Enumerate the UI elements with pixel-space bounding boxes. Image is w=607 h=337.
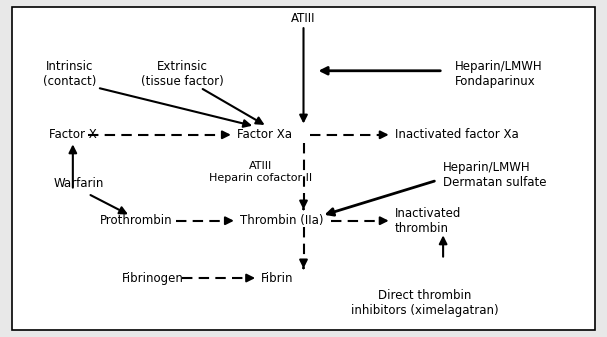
Text: Inactivated
thrombin: Inactivated thrombin	[395, 207, 461, 235]
Text: Heparin/LMWH
Fondaparinux: Heparin/LMWH Fondaparinux	[455, 60, 543, 88]
Text: ATIII: ATIII	[291, 12, 316, 25]
Text: Warfarin: Warfarin	[53, 177, 104, 190]
Text: Prothrombin: Prothrombin	[100, 214, 173, 227]
Text: ATIII
Heparin cofactor II: ATIII Heparin cofactor II	[209, 161, 313, 183]
Text: Intrinsic
(contact): Intrinsic (contact)	[43, 60, 97, 88]
Text: Fibrin: Fibrin	[261, 272, 294, 284]
Text: Fibrinogen: Fibrinogen	[121, 272, 183, 284]
Text: Factor X: Factor X	[49, 128, 97, 141]
Text: Heparin/LMWH
Dermatan sulfate: Heparin/LMWH Dermatan sulfate	[443, 161, 547, 189]
Text: Direct thrombin
inhibitors (ximelagatran): Direct thrombin inhibitors (ximelagatran…	[351, 289, 499, 317]
Text: Inactivated factor Xa: Inactivated factor Xa	[395, 128, 518, 141]
FancyBboxPatch shape	[12, 7, 595, 330]
Text: Factor Xa: Factor Xa	[237, 128, 292, 141]
Text: Thrombin (IIa): Thrombin (IIa)	[240, 214, 324, 227]
Text: Extrinsic
(tissue factor): Extrinsic (tissue factor)	[141, 60, 223, 88]
